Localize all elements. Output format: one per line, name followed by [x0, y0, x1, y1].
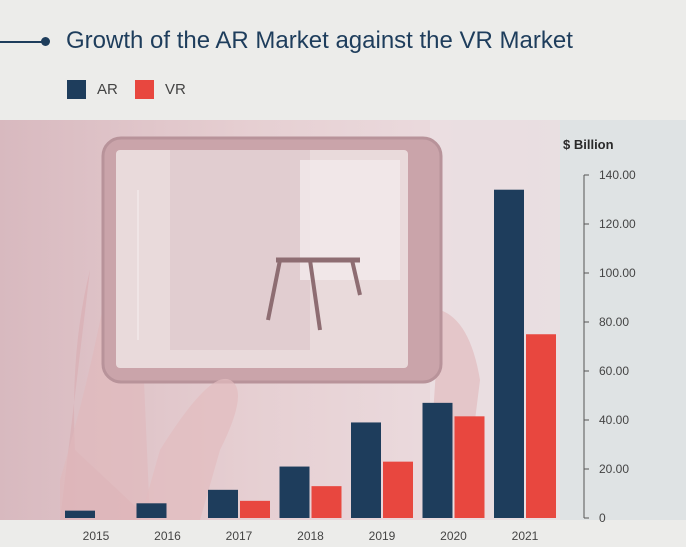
x-tick-label-2019: 2019	[369, 529, 396, 543]
bar-ar-2021	[494, 189, 524, 518]
bar-ar-2018	[279, 466, 310, 518]
y-tick-label-80: 80.00	[599, 315, 629, 329]
y-tick-label-60: 60.00	[599, 364, 629, 378]
legend-item-vr: VR	[135, 80, 186, 99]
bar-ar-2017	[208, 489, 238, 518]
header-band	[0, 0, 686, 120]
bar-vr-2017	[240, 500, 270, 518]
bar-vr-2020	[454, 416, 485, 518]
bar-vr-2019	[383, 461, 413, 518]
y-tick-label-0: 0	[599, 511, 606, 525]
legend-label-vr: VR	[165, 81, 186, 98]
bar-vr-2021	[526, 334, 556, 518]
legend-label-ar: AR	[97, 81, 118, 98]
bar-vr-2018	[311, 486, 342, 518]
x-tick-label-2017: 2017	[226, 529, 253, 543]
x-tick-label-2020: 2020	[440, 529, 467, 543]
right-panel	[560, 120, 686, 520]
chart-title: Growth of the AR Market against the VR M…	[66, 27, 573, 54]
x-tick-label-2016: 2016	[154, 529, 181, 543]
bar-ar-2016	[136, 503, 167, 518]
y-tick-label-120: 120.00	[599, 217, 636, 231]
title-accent-line	[0, 41, 46, 43]
y-tick-label-40: 40.00	[599, 413, 629, 427]
x-tick-label-2015: 2015	[83, 529, 110, 543]
legend-swatch-ar	[67, 80, 86, 99]
bar-ar-2015	[65, 510, 95, 518]
bar-ar-2020	[422, 402, 453, 518]
y-tick-label-20: 20.00	[599, 462, 629, 476]
x-axis-band	[0, 520, 686, 547]
y-tick-label-140: 140.00	[599, 168, 636, 182]
x-tick-label-2018: 2018	[297, 529, 324, 543]
legend-swatch-vr	[135, 80, 154, 99]
x-tick-label-2021: 2021	[512, 529, 539, 543]
legend-item-ar: AR	[67, 80, 118, 99]
y-tick-label-100: 100.00	[599, 266, 636, 280]
bar-ar-2019	[351, 422, 381, 518]
y-axis-unit-label: $ Billion	[563, 137, 614, 152]
title-accent-dot	[41, 37, 50, 46]
